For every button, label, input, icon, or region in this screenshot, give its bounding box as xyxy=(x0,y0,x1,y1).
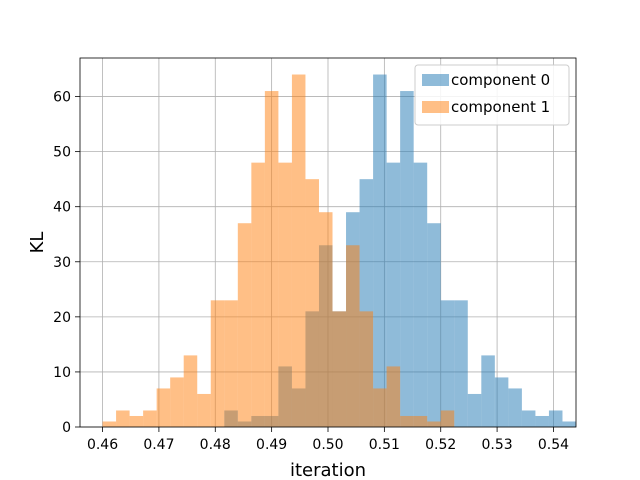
histogram-bar xyxy=(102,421,117,427)
histogram-bar xyxy=(278,162,292,427)
histogram-bar xyxy=(156,388,171,427)
histogram-bar xyxy=(251,162,265,427)
histogram-bar xyxy=(332,311,347,427)
y-axis-label: KL xyxy=(27,232,48,254)
histogram-bar xyxy=(129,415,144,427)
histogram-bar xyxy=(183,355,198,427)
histogram-bar xyxy=(264,91,279,428)
y-tick-label: 20 xyxy=(53,310,71,326)
y-tick-label: 0 xyxy=(62,420,71,436)
histogram-bar xyxy=(143,410,157,427)
histogram-bar xyxy=(427,223,441,427)
histogram-bar xyxy=(346,245,360,427)
x-tick-label: 0.46 xyxy=(87,437,118,453)
x-tick-label: 0.53 xyxy=(482,437,513,453)
series-1-bars xyxy=(102,74,455,428)
histogram-bar xyxy=(494,377,509,427)
x-tick-label: 0.50 xyxy=(312,437,343,453)
histogram-bar xyxy=(400,415,414,427)
x-tick-label: 0.54 xyxy=(538,437,569,453)
histogram-bar xyxy=(386,366,401,427)
histogram-bar xyxy=(386,162,401,427)
histogram-bar xyxy=(521,410,536,427)
histogram-bar xyxy=(318,212,333,427)
legend-frame xyxy=(414,64,570,126)
axis-ticks: 0.46 0.47 0.48 0.49 0.50 0.51 0.52 0.53 0.54 0 10 2… xyxy=(53,90,569,453)
y-tick-label: 40 xyxy=(53,200,71,216)
legend-label: component 0 xyxy=(451,71,550,89)
histogram-bar xyxy=(373,388,387,427)
histogram-bar xyxy=(481,355,495,427)
histogram-bar xyxy=(440,300,455,427)
histogram-bar xyxy=(237,223,252,427)
histogram-bar xyxy=(197,393,211,427)
histogram-bar xyxy=(210,300,225,427)
histogram-bar xyxy=(291,74,306,427)
legend-swatch xyxy=(422,101,449,113)
histogram-bar xyxy=(508,388,522,427)
y-tick-label: 60 xyxy=(53,90,71,106)
histogram-bar xyxy=(116,410,130,427)
y-tick-label: 30 xyxy=(53,255,71,271)
histogram-bar xyxy=(413,415,428,427)
histogram-bar xyxy=(440,410,455,427)
histogram-bar xyxy=(454,300,468,427)
legend: component 0 component 1 xyxy=(414,64,570,126)
x-tick-label: 0.51 xyxy=(369,437,400,453)
histogram-bar xyxy=(413,162,428,427)
histogram-bar xyxy=(373,74,387,427)
histogram-bar xyxy=(548,410,563,427)
histogram-bar xyxy=(467,393,482,427)
histogram-bar xyxy=(305,179,319,427)
x-axis-label: iteration xyxy=(290,460,366,480)
x-tick-label: 0.52 xyxy=(425,437,456,453)
legend-label: component 1 xyxy=(451,98,550,116)
histogram-bar xyxy=(562,421,576,427)
histogram-bar xyxy=(535,415,549,427)
x-tick-label: 0.47 xyxy=(143,437,174,453)
histogram-bar xyxy=(359,311,374,427)
legend-swatch xyxy=(422,74,449,86)
y-tick-label: 50 xyxy=(53,145,71,161)
histogram-bars xyxy=(102,74,576,428)
histogram-bar xyxy=(224,300,238,427)
x-tick-label: 0.48 xyxy=(200,437,231,453)
x-tick-label: 0.49 xyxy=(256,437,287,453)
histogram-bar xyxy=(170,377,184,427)
y-tick-label: 10 xyxy=(53,365,71,381)
histogram-bar xyxy=(400,91,414,428)
histogram-bar xyxy=(427,421,441,427)
